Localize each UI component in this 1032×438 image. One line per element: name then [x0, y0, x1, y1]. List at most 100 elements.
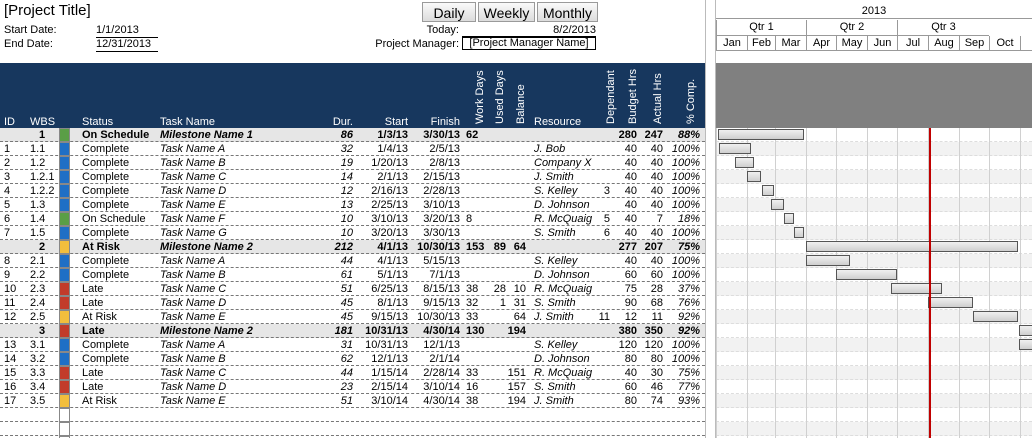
cell: 44 [340, 367, 353, 379]
cell: 40 [650, 157, 663, 169]
cell: 3/30/13 [423, 227, 460, 239]
cell: 1.3 [30, 199, 46, 211]
month-line [959, 128, 960, 438]
cell: 92% [677, 311, 700, 323]
gantt-row [716, 142, 1032, 156]
cell: 1.1 [30, 143, 46, 155]
column-header: Dur. [332, 116, 353, 128]
quarter-label: Qtr 3 [897, 20, 989, 36]
cell: 33 [466, 311, 479, 323]
view-button[interactable]: Weekly [478, 2, 535, 22]
view-button[interactable]: Monthly [537, 2, 598, 22]
cell: S. Kelley [534, 185, 578, 197]
cell: Late [82, 381, 104, 393]
table-row [0, 170, 705, 184]
cell: 75% [677, 241, 700, 253]
gantt-bar [762, 185, 774, 196]
view-button[interactable]: Daily [422, 2, 476, 22]
month-label: Jul [897, 36, 928, 50]
table-row [0, 254, 705, 268]
gantt-row [716, 408, 1032, 422]
column-header: Budget Hrs [627, 68, 639, 124]
status-color [59, 352, 70, 366]
table-row [0, 184, 705, 198]
cell: 3.4 [30, 381, 46, 393]
cell: 74 [650, 395, 663, 407]
cell: 13 [4, 339, 17, 351]
column-header: Status [82, 116, 114, 128]
cell: 10/31/13 [365, 339, 408, 351]
cell: 2 [38, 241, 46, 253]
cell: 12 [4, 311, 17, 323]
cell: 280 [618, 129, 637, 141]
cell: 194 [507, 395, 526, 407]
cell: 80 [650, 353, 663, 365]
cell: Complete [82, 255, 130, 267]
cell: 2/16/13 [371, 185, 408, 197]
cell: 3 [603, 185, 610, 197]
cell: 12 [340, 185, 353, 197]
status-color [59, 184, 70, 198]
cell: 75 [624, 283, 637, 295]
cell: 120 [644, 339, 663, 351]
gantt-row [716, 394, 1032, 408]
cell: 157 [507, 381, 526, 393]
month-label: Feb [747, 36, 775, 50]
label: Today: [426, 24, 459, 36]
cell: 7 [4, 227, 11, 239]
cell: Milestone Name 2 [160, 325, 253, 337]
gantt-bar [735, 157, 754, 168]
cell: 90 [624, 297, 637, 309]
column-header: Resource [534, 116, 582, 128]
cell: 130 [466, 325, 485, 337]
cell: 100% [671, 269, 700, 281]
cell: Complete [82, 269, 130, 281]
cell: 17 [4, 395, 17, 407]
cell: Task Name E [160, 311, 226, 323]
cell: Task Name B [160, 157, 226, 169]
cell: 100% [671, 171, 700, 183]
status-color [59, 436, 70, 438]
cell: 12 [624, 311, 637, 323]
status-color [59, 296, 70, 310]
gantt-bar [928, 297, 973, 308]
gantt-row [716, 296, 1032, 310]
today-date: 8/2/2013 [462, 23, 596, 38]
cell: Task Name D [160, 297, 227, 309]
cell: 100% [671, 227, 700, 239]
cell: Task Name B [160, 269, 226, 281]
cell: 2/28/14 [423, 367, 460, 379]
cell: 64 [513, 241, 526, 253]
gantt-row [716, 310, 1032, 324]
cell: 3.1 [30, 339, 46, 351]
cell: Milestone Name 1 [160, 129, 253, 141]
cell: 4/1/13 [377, 241, 408, 253]
status-color [59, 198, 70, 212]
column-header: Balance [515, 84, 527, 124]
cell: 45 [340, 297, 353, 309]
status-color [59, 366, 70, 380]
cell: 3/10/13 [371, 213, 408, 225]
cell: 80 [624, 395, 637, 407]
gantt-row [716, 170, 1032, 184]
status-color [59, 408, 70, 422]
cell: Task Name A [160, 339, 226, 351]
cell: 9/15/13 [423, 297, 460, 309]
gantt: JanFebMarAprMayJunJulAugSepOctNQtr 1Qtr … [716, 0, 1032, 438]
cell: 5 [603, 213, 610, 225]
cell: 4 [4, 185, 11, 197]
cell: 4/1/13 [377, 255, 408, 267]
cell: 10 [340, 213, 353, 225]
month-label: Jun [867, 36, 897, 50]
gantt-bar [784, 213, 794, 224]
status-color [59, 156, 70, 170]
table-row [0, 198, 705, 212]
gantt-bar [836, 269, 897, 280]
cell: 12/1/13 [423, 339, 460, 351]
today-line [929, 128, 931, 438]
status-color [59, 268, 70, 282]
month-line [716, 128, 717, 438]
cell: J. Bob [534, 143, 566, 155]
table-row [0, 394, 705, 408]
quarter-label: Qtr 2 [806, 20, 897, 36]
